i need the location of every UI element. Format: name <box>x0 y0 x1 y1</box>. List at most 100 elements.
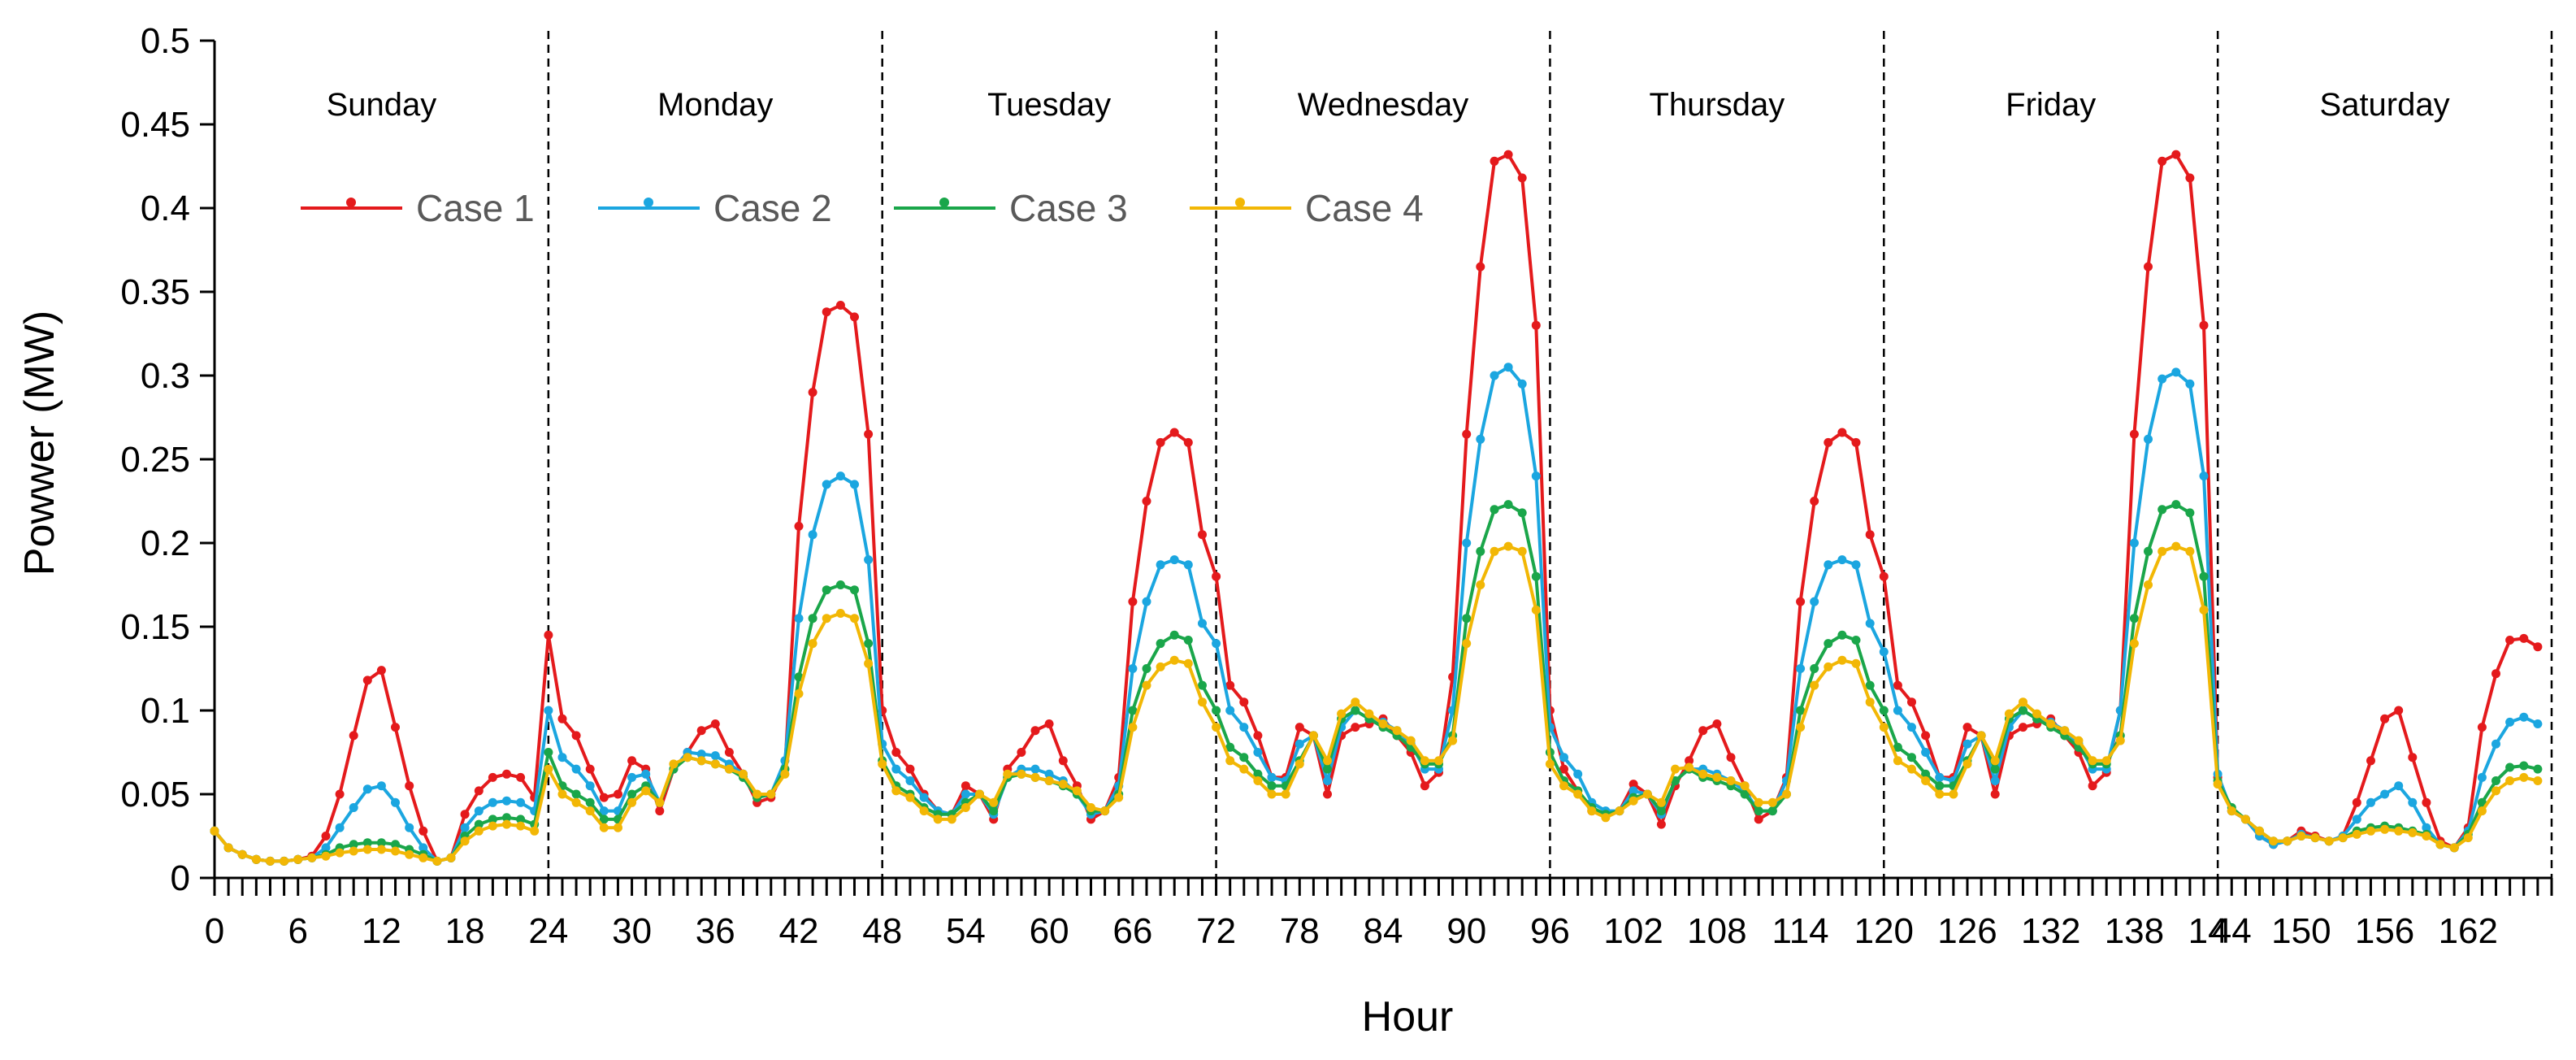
x-tick-label: 60 <box>1030 911 1069 951</box>
data-point <box>321 843 331 853</box>
data-point <box>2032 709 2042 719</box>
data-point <box>2185 173 2195 183</box>
data-point <box>1253 776 1263 785</box>
data-point <box>891 748 901 757</box>
data-point <box>1058 780 1068 789</box>
data-point <box>405 823 414 832</box>
data-point <box>223 843 233 853</box>
data-point <box>1503 541 1513 551</box>
data-point <box>571 789 581 799</box>
data-point <box>1490 156 1499 166</box>
x-tick-label: 150 <box>2271 911 2331 951</box>
data-point <box>1712 772 1722 782</box>
data-point <box>1628 780 1638 789</box>
data-point <box>2491 669 2500 679</box>
data-point <box>362 676 372 685</box>
data-point <box>502 819 511 829</box>
day-label: Monday <box>657 87 773 123</box>
y-tick-label: 0.5 <box>141 21 190 61</box>
data-point <box>2144 434 2153 444</box>
data-point <box>1183 437 1193 447</box>
data-point <box>850 312 859 322</box>
data-point <box>280 856 289 866</box>
data-point <box>2380 714 2390 723</box>
data-point <box>2158 374 2167 384</box>
data-point <box>376 838 386 848</box>
data-point <box>1198 697 1207 707</box>
data-point <box>835 609 845 618</box>
x-tick-label: 114 <box>1772 911 1828 951</box>
data-point <box>794 521 804 531</box>
data-point <box>266 856 275 866</box>
data-point <box>1323 776 1332 785</box>
data-point <box>2352 829 2361 839</box>
data-point <box>2519 772 2529 782</box>
data-point <box>1921 769 1931 779</box>
data-point <box>2533 776 2543 785</box>
data-point <box>835 471 845 481</box>
data-point <box>878 759 887 769</box>
data-point <box>1837 428 1847 437</box>
data-point <box>2533 642 2543 652</box>
data-point <box>376 845 386 854</box>
data-point <box>1865 530 1875 540</box>
data-point <box>1810 597 1819 606</box>
data-point <box>2310 833 2320 843</box>
data-point <box>2158 505 2167 515</box>
data-point <box>919 793 929 802</box>
data-point <box>1559 781 1568 791</box>
data-point <box>1476 580 1485 589</box>
data-point <box>627 772 637 782</box>
data-point <box>822 585 831 595</box>
data-point <box>1824 437 1833 447</box>
data-point <box>961 789 970 799</box>
data-point <box>2394 826 2404 836</box>
data-point <box>2408 753 2418 762</box>
data-point <box>710 759 720 769</box>
data-point <box>669 759 679 769</box>
legend-item-case-1: Case 1 <box>301 187 535 229</box>
data-point <box>1865 697 1875 707</box>
data-point <box>2422 823 2431 832</box>
data-point <box>2171 367 2181 377</box>
data-point <box>2519 761 2529 771</box>
data-point <box>1656 806 1666 816</box>
data-point <box>1851 636 1861 645</box>
data-point <box>739 769 748 779</box>
x-tick-label: 24 <box>528 911 568 951</box>
data-point <box>1810 497 1819 506</box>
data-point <box>1281 789 1290 799</box>
data-point <box>710 719 720 728</box>
x-tick-label: 18 <box>445 911 485 951</box>
data-point <box>391 840 400 849</box>
data-point <box>405 781 414 791</box>
data-point <box>1490 546 1499 556</box>
data-point <box>1935 772 1945 782</box>
data-point <box>1879 706 1889 715</box>
y-axis-title: Powwer (MW) <box>16 311 63 576</box>
data-point <box>1990 764 2000 774</box>
x-tick-label: 14 <box>2188 911 2228 951</box>
data-point <box>1698 726 1708 736</box>
data-point <box>1531 605 1541 615</box>
data-point <box>1990 756 2000 766</box>
data-point <box>2408 797 2418 807</box>
data-point <box>599 815 609 824</box>
data-point <box>1587 806 1597 816</box>
data-point <box>349 731 358 741</box>
data-point <box>1169 555 1179 565</box>
data-point <box>1462 538 1472 548</box>
data-point <box>488 797 497 807</box>
data-point <box>1462 614 1472 623</box>
data-point <box>2129 429 2139 439</box>
data-point <box>1531 571 1541 581</box>
data-point <box>2519 712 2529 722</box>
data-point <box>460 823 470 832</box>
data-point <box>1169 655 1179 665</box>
data-point <box>585 797 595 807</box>
data-point <box>1323 789 1332 799</box>
data-point <box>1142 497 1151 506</box>
data-point <box>1308 731 1318 741</box>
data-point <box>1198 619 1207 628</box>
data-point <box>1907 697 1916 707</box>
